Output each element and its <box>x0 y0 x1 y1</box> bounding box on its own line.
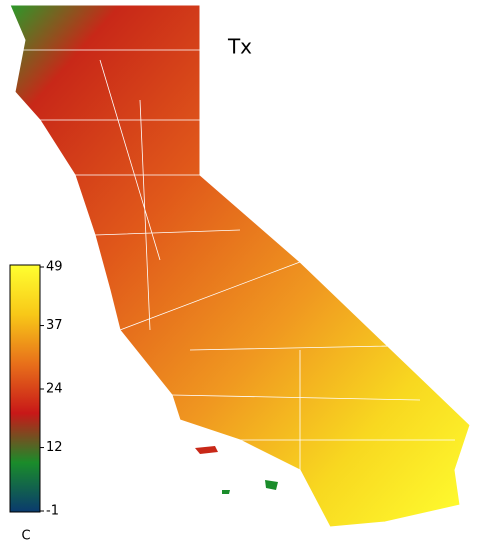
island <box>265 480 278 490</box>
map-title: Tx <box>227 35 252 59</box>
colorbar-tick-label: -1 <box>46 504 59 519</box>
colorbar-tick-label: 12 <box>46 440 63 455</box>
colorbar-tick-label: 49 <box>46 260 63 275</box>
colorbar <box>9 264 41 513</box>
county-lines <box>10 49 455 470</box>
colorbar-tick-label: 37 <box>46 318 63 333</box>
california-map <box>9 4 471 528</box>
colorbar-tick-label: 24 <box>46 382 63 397</box>
colorbar-unit: C <box>21 529 30 544</box>
island <box>195 446 218 454</box>
island <box>222 490 230 494</box>
